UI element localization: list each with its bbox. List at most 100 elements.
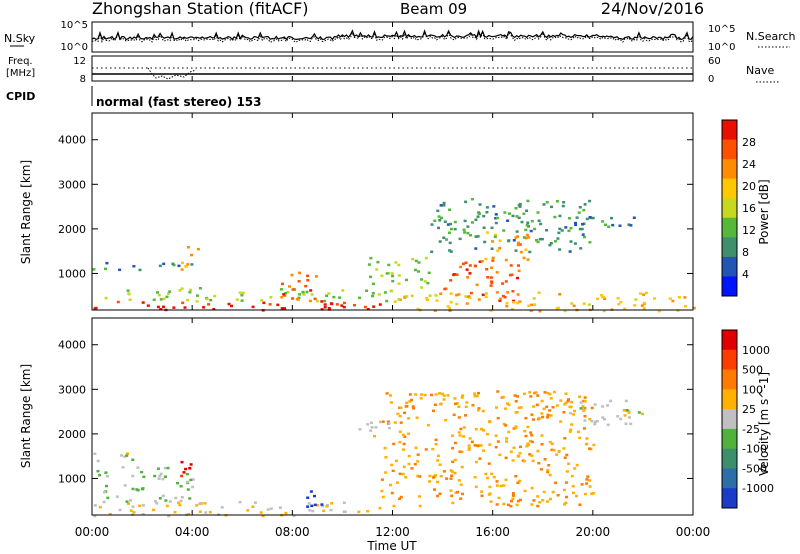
- heatmap-cell: [512, 299, 516, 303]
- heatmap-cell: [357, 510, 361, 514]
- heatmap-cell: [138, 268, 142, 272]
- heatmap-cell: [489, 276, 493, 279]
- heatmap-cell: [485, 231, 489, 234]
- heatmap-cell: [454, 402, 457, 406]
- heatmap-cell: [131, 474, 135, 478]
- heatmap-cell: [600, 293, 603, 297]
- heatmap-cell: [98, 473, 102, 477]
- nsky-label: N.Sky: [4, 32, 36, 45]
- heatmap-cell: [498, 297, 502, 301]
- heatmap-cell: [158, 497, 162, 500]
- heatmap-cell: [389, 401, 393, 404]
- heatmap-cell: [230, 304, 233, 308]
- heatmap-cell: [583, 415, 587, 418]
- heatmap-cell: [577, 211, 581, 214]
- heatmap-cell: [563, 309, 567, 313]
- heatmap-cell: [162, 305, 165, 309]
- heatmap-cell: [541, 415, 545, 419]
- heatmap-cell: [484, 472, 488, 476]
- heatmap-cell: [449, 469, 453, 472]
- heatmap-cell: [306, 496, 310, 499]
- heatmap-cell: [488, 443, 492, 446]
- heatmap-cell: [627, 223, 631, 226]
- heatmap-cell: [390, 463, 394, 467]
- heatmap-cell: [208, 510, 212, 514]
- heatmap-cell: [397, 263, 401, 267]
- heatmap-cell: [522, 460, 526, 463]
- heatmap-cell: [548, 243, 552, 247]
- heatmap-cell: [375, 268, 379, 271]
- heatmap-cell: [159, 298, 163, 301]
- heatmap-cell: [530, 219, 534, 223]
- heatmap-cell: [514, 475, 518, 478]
- heatmap-cell: [417, 261, 421, 264]
- colorbar-tick-label: -25: [742, 423, 760, 436]
- heatmap-cell: [522, 236, 526, 239]
- heatmap-cell: [475, 394, 479, 398]
- heatmap-cell: [408, 393, 412, 396]
- heatmap-cell: [526, 199, 530, 203]
- colorbar-swatch: [722, 409, 737, 430]
- heatmap-cell: [530, 303, 534, 307]
- heatmap-cell: [118, 508, 122, 512]
- heatmap-cell: [602, 295, 605, 299]
- heatmap-cell: [420, 286, 424, 289]
- heatmap-cell: [562, 488, 566, 492]
- heatmap-cell: [538, 237, 542, 241]
- heatmap-cell: [532, 405, 536, 408]
- heatmap-cell: [539, 468, 543, 471]
- heatmap-cell: [378, 506, 382, 510]
- heatmap-cell: [392, 442, 396, 446]
- heatmap-cell: [623, 307, 627, 311]
- heatmap-cell: [161, 494, 165, 498]
- heatmap-cell: [557, 449, 561, 453]
- heatmap-cell: [495, 406, 498, 409]
- heatmap-cell: [341, 289, 345, 292]
- heatmap-cell: [442, 398, 446, 401]
- heatmap-cell: [683, 305, 687, 308]
- heatmap-cell: [460, 450, 464, 454]
- heatmap-cell: [558, 214, 562, 218]
- heatmap-cell: [455, 302, 459, 306]
- colorbar-swatch: [722, 330, 737, 351]
- colorbar-swatch: [722, 369, 737, 390]
- heatmap-cell: [550, 205, 553, 209]
- heatmap-cell: [518, 498, 522, 502]
- heatmap-cell: [308, 299, 312, 303]
- heatmap-cell: [499, 484, 503, 488]
- heatmap-cell: [517, 264, 520, 267]
- heatmap-cell: [505, 437, 509, 440]
- heatmap-cell: [407, 417, 411, 420]
- heatmap-cell: [432, 475, 436, 478]
- heatmap-cell: [582, 208, 586, 212]
- heatmap-cell: [153, 474, 157, 478]
- heatmap-cell: [159, 472, 163, 476]
- colorbar-tick-label: 25: [742, 403, 756, 416]
- heatmap-cell: [464, 261, 468, 264]
- heatmap-cell: [323, 303, 327, 306]
- heatmap-cell: [246, 509, 250, 512]
- heatmap-cell: [433, 219, 437, 222]
- heatmap-cell: [288, 285, 291, 288]
- heatmap-cell: [538, 310, 542, 313]
- cpid-label: CPID: [6, 90, 35, 103]
- heatmap-cell: [555, 200, 559, 203]
- heatmap-cell: [454, 491, 458, 494]
- heatmap-cell: [515, 503, 519, 507]
- heatmap-cell: [507, 239, 511, 242]
- heatmap-cell: [488, 485, 492, 489]
- heatmap-cell: [498, 453, 502, 457]
- heatmap-cell: [559, 420, 563, 423]
- heatmap-cell: [449, 222, 452, 226]
- heatmap-cell: [474, 428, 478, 431]
- heatmap-cell: [322, 509, 326, 513]
- x-tick-label: 16:00: [475, 525, 510, 539]
- heatmap-cell: [529, 309, 533, 312]
- colorbar-tick-label: 4: [742, 268, 749, 281]
- heatmap-cell: [387, 422, 391, 425]
- y-tick-label: 4000: [58, 134, 86, 147]
- heatmap-cell: [627, 416, 631, 419]
- heatmap-cell: [292, 514, 296, 517]
- heatmap-cell: [539, 222, 543, 226]
- heatmap-cell: [187, 513, 191, 516]
